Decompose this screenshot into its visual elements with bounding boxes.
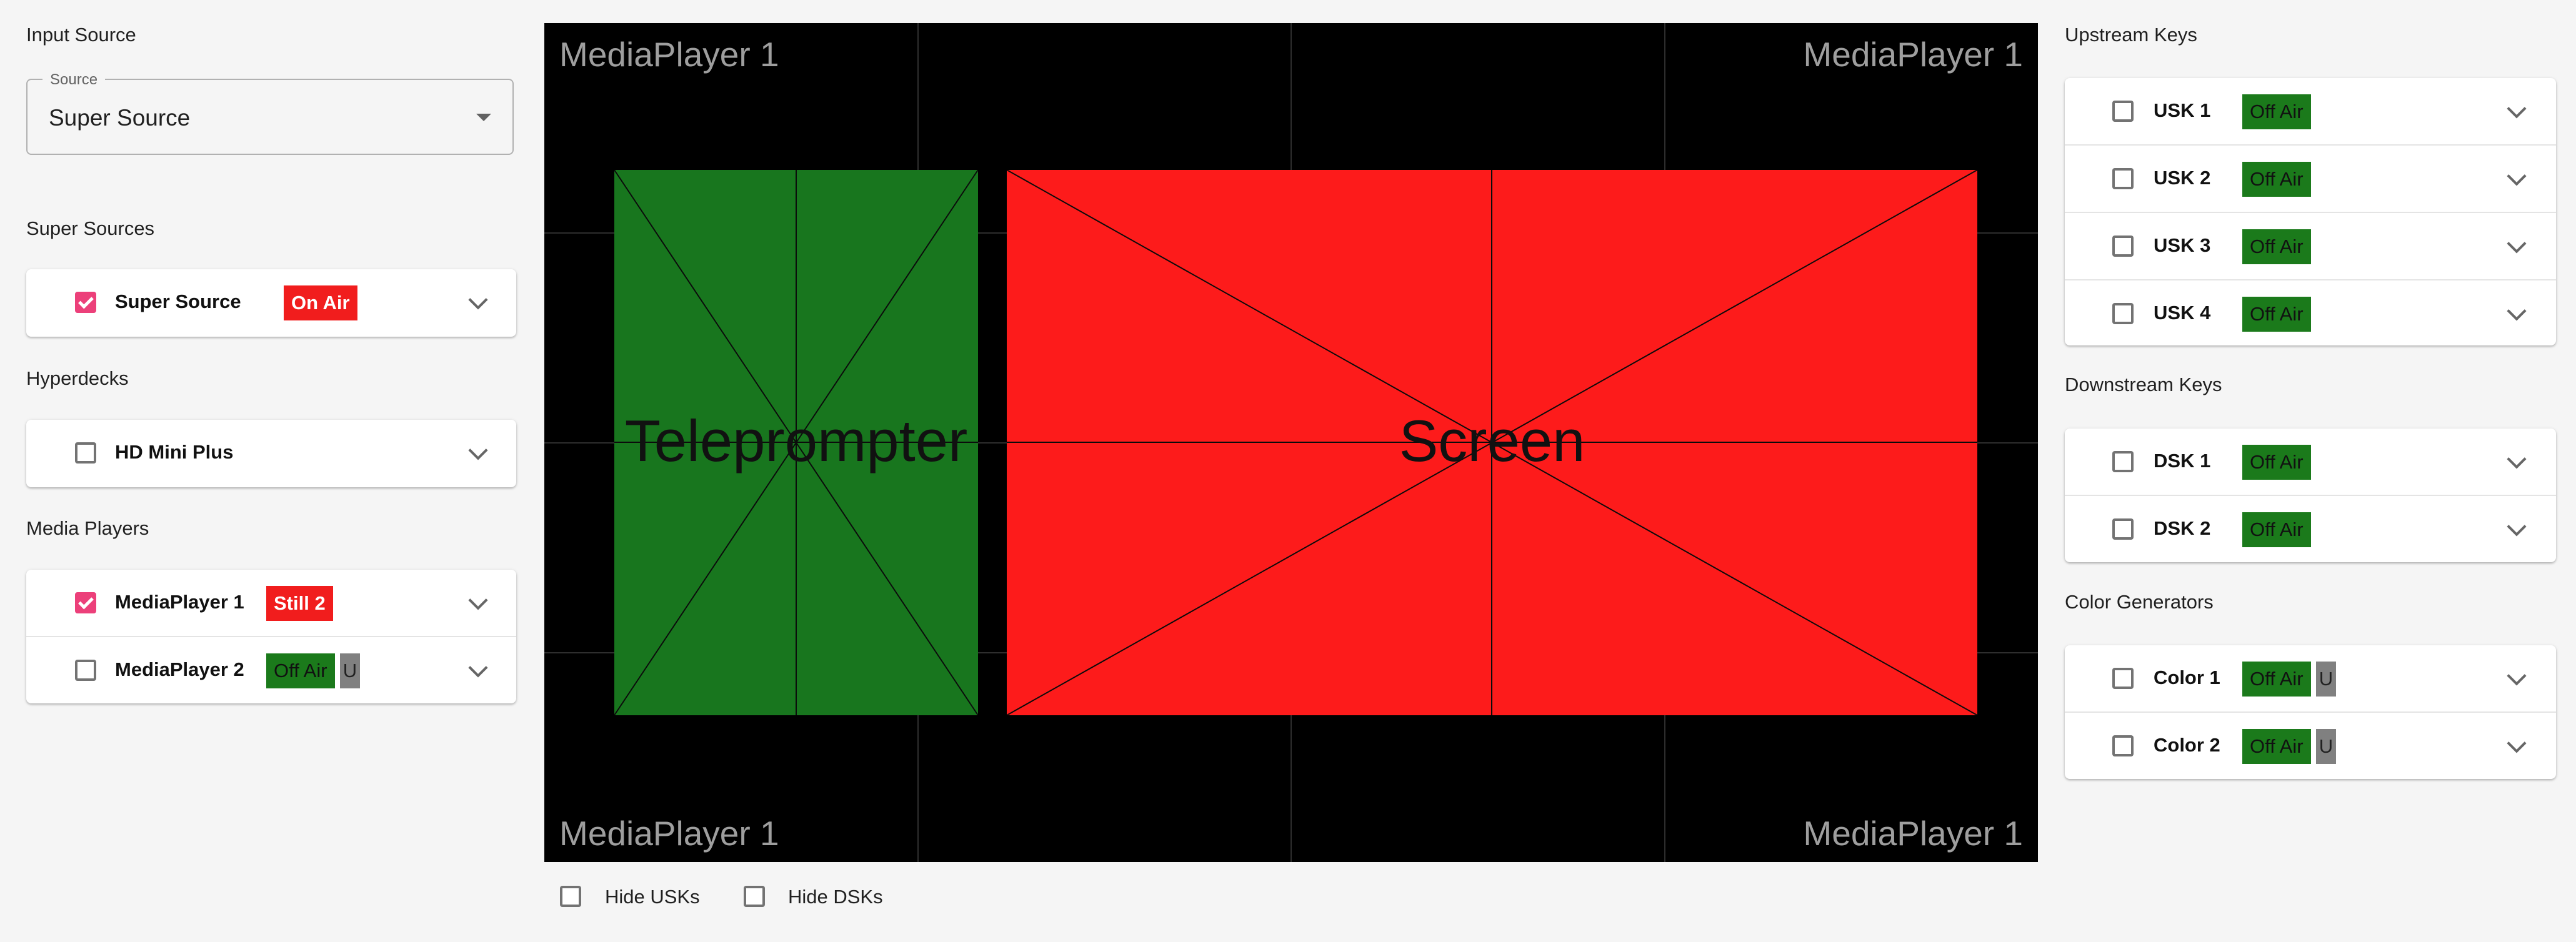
hd-mini-plus-label: HD Mini Plus bbox=[115, 441, 234, 463]
hd-mini-plus-checkbox[interactable] bbox=[75, 442, 96, 464]
corner-label-bottom-right: MediaPlayer 1 bbox=[1803, 814, 2023, 853]
status-badge: Still 2 bbox=[266, 586, 333, 621]
dsk-2-label: DSK 2 bbox=[2154, 517, 2211, 539]
corner-label-top-left: MediaPlayer 1 bbox=[559, 35, 779, 74]
chevron-down-icon[interactable] bbox=[468, 290, 488, 310]
media-players-title: Media Players bbox=[26, 517, 149, 539]
downstream-keys-card: DSK 1 Off Air DSK 2 Off Air bbox=[2065, 429, 2556, 562]
media-player-row[interactable]: MediaPlayer 2 Off Air U bbox=[26, 637, 516, 703]
usk-4-label: USK 4 bbox=[2154, 302, 2211, 324]
corner-label-top-right: MediaPlayer 1 bbox=[1803, 35, 2023, 74]
chevron-down-icon[interactable] bbox=[2507, 301, 2527, 321]
chevron-down-icon[interactable] bbox=[2507, 166, 2527, 186]
color-row[interactable]: Color 2 Off Air U bbox=[2065, 713, 2556, 779]
usk-row[interactable]: USK 2 Off Air bbox=[2065, 146, 2556, 213]
dropdown-arrow-icon bbox=[476, 114, 491, 121]
usk-2-checkbox[interactable] bbox=[2112, 168, 2134, 189]
super-sources-title: Super Sources bbox=[26, 217, 155, 239]
hide-dsks-checkbox[interactable] bbox=[744, 886, 765, 907]
color-1-label: Color 1 bbox=[2154, 667, 2220, 688]
usk-1-label: USK 1 bbox=[2154, 99, 2211, 121]
hide-usks-label: Hide USKs bbox=[605, 886, 700, 908]
dsk-1-checkbox[interactable] bbox=[2112, 451, 2134, 472]
status-badge: Off Air bbox=[2242, 94, 2311, 129]
status-badge: On Air bbox=[284, 285, 357, 320]
chevron-down-icon[interactable] bbox=[2507, 517, 2527, 537]
screen-cross bbox=[1007, 170, 1977, 715]
corner-label-bottom-left: MediaPlayer 1 bbox=[559, 814, 779, 853]
status-badge: Off Air bbox=[2242, 297, 2311, 332]
chevron-down-icon[interactable] bbox=[468, 658, 488, 678]
usk-2-label: USK 2 bbox=[2154, 167, 2211, 189]
chevron-down-icon[interactable] bbox=[2507, 666, 2527, 686]
chevron-down-icon[interactable] bbox=[2507, 234, 2527, 254]
status-badge: Off Air bbox=[2242, 162, 2311, 197]
color-generators-card: Color 1 Off Air U Color 2 Off Air U bbox=[2065, 645, 2556, 779]
usk-3-checkbox[interactable] bbox=[2112, 236, 2134, 257]
color-2-checkbox[interactable] bbox=[2112, 735, 2134, 756]
mediaplayer-2-label: MediaPlayer 2 bbox=[115, 658, 244, 680]
screen-box[interactable]: Screen bbox=[1007, 170, 1977, 715]
usk-4-checkbox[interactable] bbox=[2112, 303, 2134, 324]
chevron-down-icon[interactable] bbox=[2507, 449, 2527, 469]
media-players-card: MediaPlayer 1 Still 2 MediaPlayer 2 Off … bbox=[26, 570, 516, 703]
status-badge: Off Air bbox=[2242, 729, 2311, 764]
screen-label: Screen bbox=[1399, 408, 1585, 473]
usk-1-checkbox[interactable] bbox=[2112, 101, 2134, 122]
status-badge: Off Air bbox=[266, 653, 335, 688]
source-select-label: Source bbox=[42, 71, 106, 89]
color-row[interactable]: Color 1 Off Air U bbox=[2065, 645, 2556, 713]
mediaplayer-1-checkbox[interactable] bbox=[75, 592, 96, 613]
preview-canvas[interactable]: Teleprompter Screen MediaPlayer 1 MediaP… bbox=[544, 23, 2038, 862]
hyperdecks-title: Hyperdecks bbox=[26, 367, 129, 389]
color-generators-title: Color Generators bbox=[2065, 591, 2214, 613]
teleprompter-box[interactable]: Teleprompter bbox=[614, 170, 978, 715]
hide-dsks-label: Hide DSKs bbox=[788, 886, 883, 908]
upstream-keys-card: USK 1 Off Air USK 2 Off Air USK 3 Off Ai… bbox=[2065, 78, 2556, 345]
mediaplayer-2-checkbox[interactable] bbox=[75, 660, 96, 681]
usk-row[interactable]: USK 3 Off Air bbox=[2065, 213, 2556, 280]
u-badge: U bbox=[2316, 729, 2336, 764]
u-badge: U bbox=[340, 653, 360, 688]
usk-row[interactable]: USK 1 Off Air bbox=[2065, 78, 2556, 146]
chevron-down-icon[interactable] bbox=[468, 440, 488, 460]
super-source-checkbox[interactable] bbox=[75, 292, 96, 313]
teleprompter-cross bbox=[614, 170, 978, 715]
hyperdeck-row[interactable]: HD Mini Plus bbox=[26, 420, 516, 486]
chevron-down-icon[interactable] bbox=[2507, 733, 2527, 753]
super-sources-card: Super Source On Air bbox=[26, 269, 516, 337]
input-source-title: Input Source bbox=[26, 24, 136, 46]
status-badge: Off Air bbox=[2242, 662, 2311, 697]
hyperdecks-card: HD Mini Plus bbox=[26, 420, 516, 487]
source-select-value: Super Source bbox=[49, 105, 191, 131]
hide-usks-checkbox[interactable] bbox=[560, 886, 581, 907]
status-badge: Off Air bbox=[2242, 229, 2311, 264]
dsk-2-checkbox[interactable] bbox=[2112, 518, 2134, 540]
downstream-keys-title: Downstream Keys bbox=[2065, 374, 2222, 395]
teleprompter-label: Teleprompter bbox=[624, 408, 968, 473]
source-select[interactable]: Source Super Source bbox=[26, 71, 514, 155]
dsk-row[interactable]: DSK 2 Off Air bbox=[2065, 496, 2556, 562]
color-1-checkbox[interactable] bbox=[2112, 668, 2134, 689]
mediaplayer-1-label: MediaPlayer 1 bbox=[115, 591, 244, 613]
media-player-row[interactable]: MediaPlayer 1 Still 2 bbox=[26, 570, 516, 637]
upstream-keys-title: Upstream Keys bbox=[2065, 24, 2197, 46]
super-source-row[interactable]: Super Source On Air bbox=[26, 269, 516, 335]
usk-3-label: USK 3 bbox=[2154, 234, 2211, 256]
status-badge: Off Air bbox=[2242, 512, 2311, 547]
chevron-down-icon[interactable] bbox=[468, 590, 488, 610]
dsk-row[interactable]: DSK 1 Off Air bbox=[2065, 429, 2556, 496]
chevron-down-icon[interactable] bbox=[2507, 99, 2527, 119]
status-badge: Off Air bbox=[2242, 445, 2311, 480]
color-2-label: Color 2 bbox=[2154, 734, 2220, 756]
u-badge: U bbox=[2316, 662, 2336, 697]
usk-row[interactable]: USK 4 Off Air bbox=[2065, 280, 2556, 347]
super-source-label: Super Source bbox=[115, 290, 241, 312]
dsk-1-label: DSK 1 bbox=[2154, 450, 2211, 472]
